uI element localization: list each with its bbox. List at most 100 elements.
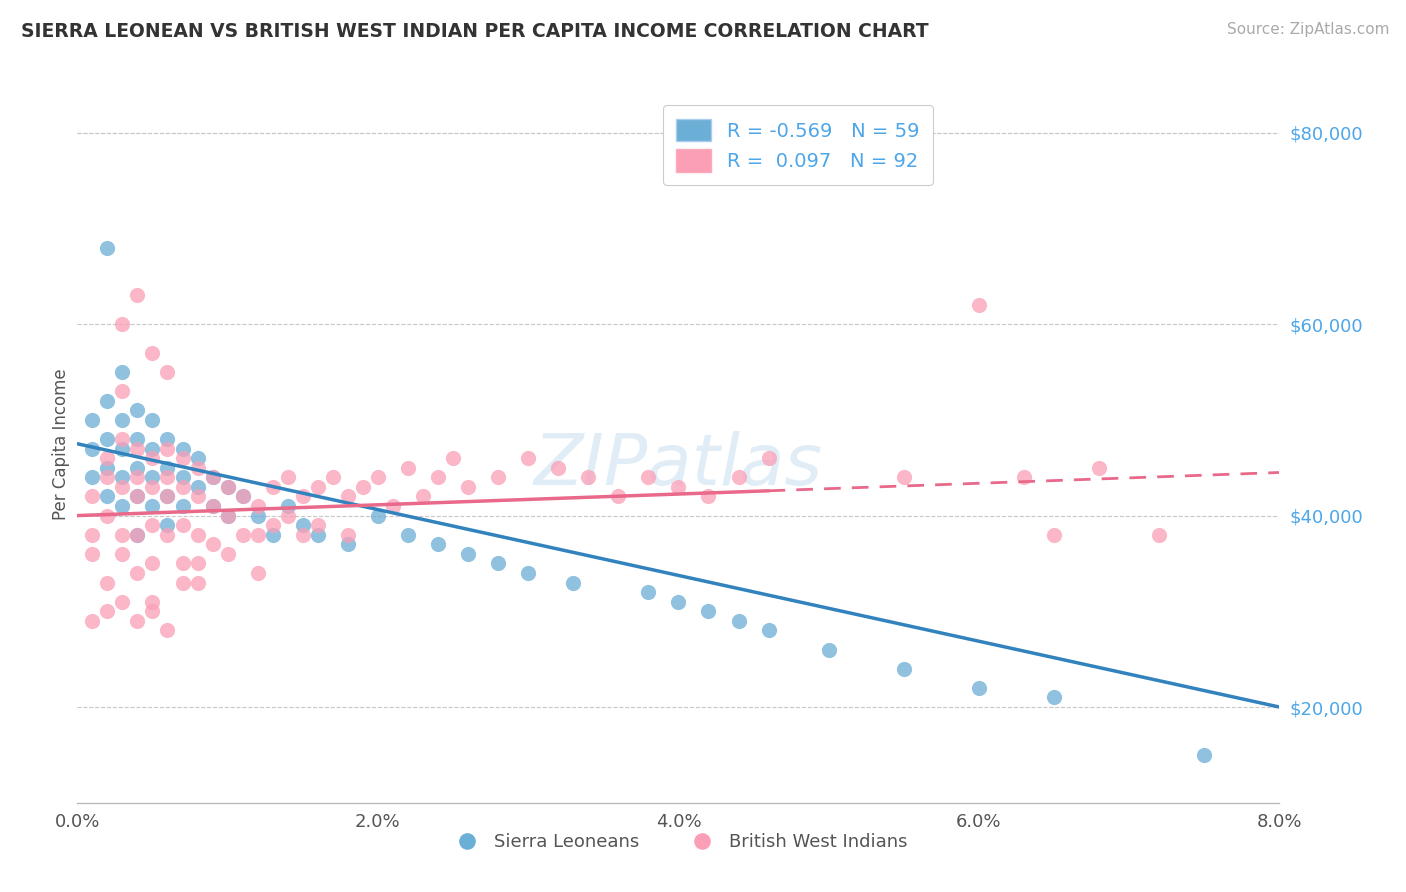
Point <box>156 527 179 541</box>
Point <box>486 470 509 484</box>
Point <box>217 480 239 494</box>
Point <box>1194 747 1216 762</box>
Point <box>127 566 149 580</box>
Point <box>111 413 134 427</box>
Point <box>967 298 990 312</box>
Point <box>96 470 118 484</box>
Point <box>127 442 149 456</box>
Point <box>141 346 163 360</box>
Point <box>141 470 163 484</box>
Legend: Sierra Leoneans, British West Indians: Sierra Leoneans, British West Indians <box>441 826 915 858</box>
Point <box>336 537 359 551</box>
Point <box>246 508 269 523</box>
Point <box>697 604 720 618</box>
Point <box>576 470 599 484</box>
Point <box>127 460 149 475</box>
Point <box>277 508 299 523</box>
Point <box>186 451 209 466</box>
Point <box>607 490 630 504</box>
Point <box>232 490 254 504</box>
Point <box>277 499 299 513</box>
Point <box>1088 460 1111 475</box>
Point <box>381 499 404 513</box>
Point <box>156 365 179 379</box>
Point <box>758 451 780 466</box>
Point <box>412 490 434 504</box>
Point <box>96 575 118 590</box>
Point <box>111 480 134 494</box>
Point <box>111 470 134 484</box>
Point <box>96 393 118 408</box>
Point <box>201 537 224 551</box>
Point <box>172 575 194 590</box>
Point <box>246 499 269 513</box>
Point <box>141 604 163 618</box>
Point <box>111 595 134 609</box>
Point <box>156 490 179 504</box>
Point <box>141 413 163 427</box>
Point <box>291 518 314 533</box>
Point <box>141 518 163 533</box>
Point <box>156 470 179 484</box>
Point <box>232 527 254 541</box>
Point <box>352 480 374 494</box>
Point <box>127 403 149 417</box>
Point <box>111 432 134 446</box>
Point <box>82 413 104 427</box>
Point <box>186 575 209 590</box>
Point <box>697 490 720 504</box>
Point <box>441 451 464 466</box>
Point <box>172 557 194 571</box>
Point <box>141 442 163 456</box>
Point <box>367 508 389 523</box>
Point <box>186 557 209 571</box>
Point <box>82 442 104 456</box>
Point <box>307 527 329 541</box>
Point <box>141 451 163 466</box>
Point <box>201 470 224 484</box>
Point <box>82 614 104 628</box>
Point <box>637 470 659 484</box>
Point <box>156 624 179 638</box>
Point <box>111 365 134 379</box>
Point <box>141 499 163 513</box>
Point <box>82 547 104 561</box>
Point <box>201 499 224 513</box>
Text: SIERRA LEONEAN VS BRITISH WEST INDIAN PER CAPITA INCOME CORRELATION CHART: SIERRA LEONEAN VS BRITISH WEST INDIAN PE… <box>21 22 929 41</box>
Point <box>96 451 118 466</box>
Point <box>96 604 118 618</box>
Point <box>141 595 163 609</box>
Point <box>217 480 239 494</box>
Point <box>82 490 104 504</box>
Point <box>262 518 284 533</box>
Point <box>96 508 118 523</box>
Point <box>217 508 239 523</box>
Point <box>127 527 149 541</box>
Point <box>111 384 134 398</box>
Point <box>156 432 179 446</box>
Point <box>396 527 419 541</box>
Point <box>141 480 163 494</box>
Point <box>1149 527 1171 541</box>
Point <box>186 527 209 541</box>
Point <box>82 470 104 484</box>
Point <box>727 614 749 628</box>
Point <box>156 442 179 456</box>
Point <box>127 432 149 446</box>
Point <box>1043 690 1066 705</box>
Point <box>517 451 540 466</box>
Point <box>127 614 149 628</box>
Point <box>127 490 149 504</box>
Point <box>186 480 209 494</box>
Point <box>246 566 269 580</box>
Point <box>967 681 990 695</box>
Point <box>232 490 254 504</box>
Point <box>217 508 239 523</box>
Point <box>186 490 209 504</box>
Point <box>547 460 569 475</box>
Point <box>517 566 540 580</box>
Point <box>172 442 194 456</box>
Point <box>96 240 118 254</box>
Point <box>1043 527 1066 541</box>
Point <box>668 480 690 494</box>
